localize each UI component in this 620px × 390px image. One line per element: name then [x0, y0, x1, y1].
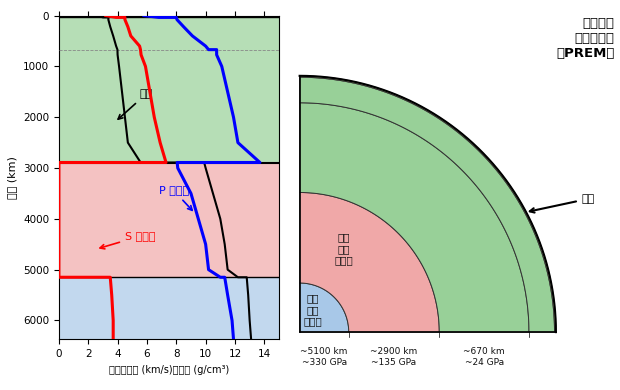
Bar — [59, 277, 279, 339]
Polygon shape — [299, 76, 556, 332]
Polygon shape — [299, 193, 439, 332]
Bar — [59, 163, 279, 277]
Text: 外核
液体
鉄合金: 外核 液体 鉄合金 — [335, 232, 353, 265]
Text: 上部マントル＆マントル遷移層: 上部マントル＆マントル遷移層 — [448, 138, 500, 190]
Y-axis label: 深さ (km): 深さ (km) — [7, 156, 17, 199]
Text: ~670 km
~24 GPa: ~670 km ~24 GPa — [463, 347, 505, 367]
Text: ~5100 km
~330 GPa: ~5100 km ~330 GPa — [301, 347, 348, 367]
Text: S 波速度: S 波速度 — [100, 231, 156, 249]
Polygon shape — [299, 77, 554, 332]
Text: 密度: 密度 — [118, 89, 153, 119]
Text: 下部マントル
ブリッジマナイト＆
フェロペリクレース: 下部マントル ブリッジマナイト＆ フェロペリクレース — [392, 174, 445, 207]
Polygon shape — [299, 103, 529, 332]
Text: ~2900 km
~135 GPa: ~2900 km ~135 GPa — [370, 347, 418, 367]
Bar — [59, 16, 279, 18]
Text: 内核
固体
鉄合金: 内核 固体 鉄合金 — [303, 293, 322, 326]
Text: 地球内部
構造モデル
（PREM）: 地球内部 構造モデル （PREM） — [557, 17, 615, 60]
Text: 地殻: 地殻 — [530, 194, 595, 213]
Polygon shape — [299, 283, 348, 332]
Text: P 波速度: P 波速度 — [159, 185, 192, 210]
X-axis label: 地震波速度 (km/s)、密度 (g/cm³): 地震波速度 (km/s)、密度 (g/cm³) — [109, 365, 229, 374]
Bar — [59, 18, 279, 163]
